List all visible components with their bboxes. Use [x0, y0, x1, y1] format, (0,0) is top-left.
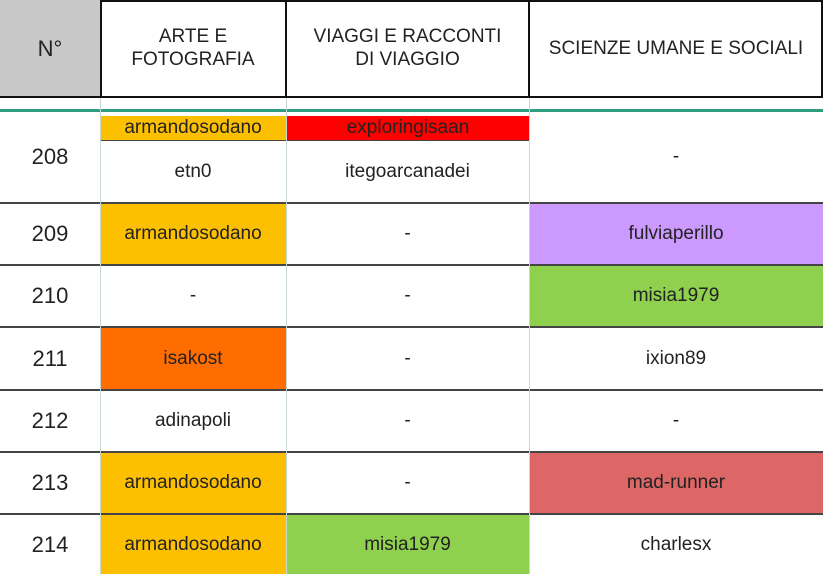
cell-viaggi: -: [404, 472, 411, 493]
row-number: 208: [31, 144, 69, 169]
cell-viaggi: itegoarcanadei: [345, 160, 470, 182]
cell-scienze: -: [672, 410, 680, 431]
cell-scienze: -: [672, 146, 680, 167]
cell-scienze: fulviaperillo: [529, 204, 823, 264]
header-col-viaggi-label: VIAGGI E RACCONTI DI VIAGGIO: [313, 26, 502, 70]
row-number: 214: [31, 531, 69, 557]
header-col-scienze: SCIENZE UMANE E SOCIALI: [529, 0, 823, 96]
row-number: 213: [31, 470, 69, 495]
cell-arte: isakost: [100, 328, 286, 389]
cell-arte: armandosodano: [100, 515, 286, 574]
cell-arte: armandosodano: [100, 453, 286, 513]
header-col-arte: ARTE E FOTOGRAFIA: [100, 0, 286, 96]
cell-arte: etn0: [174, 160, 212, 182]
header-col-scienze-label: SCIENZE UMANE E SOCIALI: [548, 37, 804, 59]
cell-arte: armandosodano: [100, 204, 286, 264]
cell-scienze: charlesx: [640, 533, 712, 555]
cell-viaggi-top: exploringisaan: [287, 116, 529, 140]
row-number: 211: [32, 345, 68, 371]
header-col-arte-label: ARTE E FOTOGRAFIA: [131, 26, 255, 70]
cell-viaggi: -: [404, 285, 411, 306]
row-number: 209: [31, 221, 69, 246]
cell-arte: adinapoli: [154, 410, 232, 431]
header-num: N°: [0, 0, 100, 96]
cell-viaggi: misia1979: [286, 515, 529, 574]
cell-arte: -: [189, 285, 197, 306]
header-col-viaggi: VIAGGI E RACCONTI DI VIAGGIO: [286, 0, 529, 96]
header-num-label: N°: [37, 35, 63, 61]
row-number: 212: [31, 408, 69, 433]
cell-viaggi: -: [404, 347, 411, 369]
teal-rule: [0, 109, 823, 112]
cell-scienze: mad-runner: [529, 453, 823, 513]
cell-arte-top: armandosodano: [100, 116, 286, 140]
cell-viaggi: -: [404, 410, 411, 431]
cell-scienze: ixion89: [645, 347, 707, 369]
cell-scienze: misia1979: [529, 266, 823, 326]
cell-viaggi: -: [404, 223, 411, 244]
row-number: 210: [31, 283, 69, 308]
